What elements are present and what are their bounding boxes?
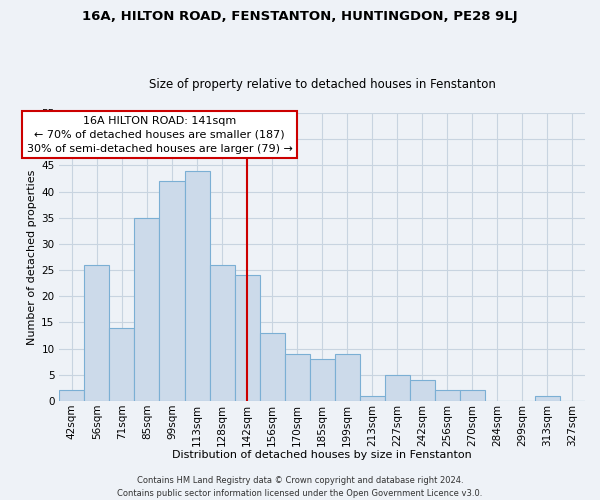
Bar [235,276,260,401]
Bar [134,218,160,401]
Bar [335,354,360,401]
Bar [185,170,209,401]
Y-axis label: Number of detached properties: Number of detached properties [27,170,37,344]
Bar [260,333,284,401]
Bar [160,181,185,401]
Text: Contains HM Land Registry data © Crown copyright and database right 2024.
Contai: Contains HM Land Registry data © Crown c… [118,476,482,498]
Bar [535,396,560,401]
Text: 16A, HILTON ROAD, FENSTANTON, HUNTINGDON, PE28 9LJ: 16A, HILTON ROAD, FENSTANTON, HUNTINGDON… [82,10,518,23]
Bar [85,265,109,401]
Bar [360,396,385,401]
Bar [310,359,335,401]
Bar [284,354,310,401]
Bar [209,265,235,401]
Text: 16A HILTON ROAD: 141sqm
← 70% of detached houses are smaller (187)
30% of semi-d: 16A HILTON ROAD: 141sqm ← 70% of detache… [26,116,292,154]
Bar [109,328,134,401]
Bar [460,390,485,401]
Bar [410,380,435,401]
X-axis label: Distribution of detached houses by size in Fenstanton: Distribution of detached houses by size … [172,450,472,460]
Title: Size of property relative to detached houses in Fenstanton: Size of property relative to detached ho… [149,78,496,91]
Bar [59,390,85,401]
Bar [435,390,460,401]
Bar [385,375,410,401]
